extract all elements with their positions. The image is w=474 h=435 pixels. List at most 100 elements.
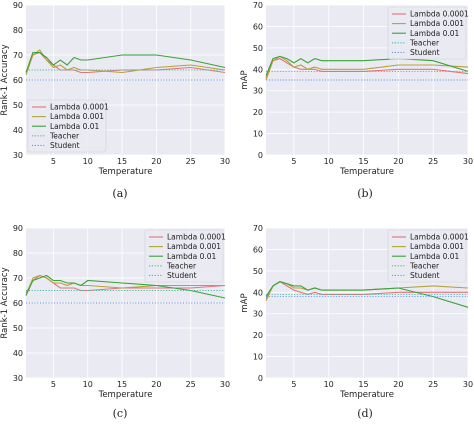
- legend-label: Teacher: [49, 131, 80, 140]
- x-tick-label: 30: [220, 157, 230, 166]
- y-tick-label: 60: [253, 245, 263, 254]
- x-tick-label: 15: [358, 380, 368, 389]
- y-tick-label: 10: [253, 130, 263, 139]
- x-tick-label: 5: [51, 157, 56, 166]
- series-line-lambda-0-0001: [265, 58, 469, 79]
- legend-label: Lambda 0.001: [167, 242, 221, 251]
- y-tick-label: 20: [253, 108, 263, 117]
- y-tick-label: 30: [13, 151, 23, 160]
- x-tick-label: 15: [117, 157, 127, 166]
- y-tick-label: 40: [13, 349, 23, 358]
- legend-label: Teacher: [409, 261, 440, 270]
- legend-label: Lambda 0.0001: [167, 233, 226, 242]
- y-tick-label: 50: [253, 44, 263, 53]
- y-tick-label: 70: [13, 51, 23, 60]
- x-tick-label: 30: [463, 157, 473, 166]
- legend-label: Teacher: [166, 261, 197, 270]
- x-tick-label: 5: [51, 380, 56, 389]
- y-tick-label: 30: [253, 310, 263, 319]
- legend-label: Student: [50, 141, 80, 150]
- x-tick-label: 20: [393, 157, 403, 166]
- x-tick-label: 5: [291, 157, 296, 166]
- y-tick-label: 0: [258, 151, 263, 160]
- legend-box: [387, 229, 467, 283]
- subfigure-caption: (a): [112, 187, 127, 200]
- legend-label: Lambda 0.001: [50, 112, 104, 121]
- y-tick-label: 70: [13, 274, 23, 283]
- legend-label: Lambda 0.0001: [410, 10, 469, 19]
- y-axis-label: Rank-1 Accuracy: [0, 44, 10, 115]
- x-tick-label: 25: [186, 157, 196, 166]
- x-tick-label: 10: [83, 380, 93, 389]
- x-tick-label: 20: [393, 380, 403, 389]
- y-axis-label: mAP: [240, 293, 250, 312]
- legend-label: Lambda 0.01: [50, 122, 100, 131]
- y-axis-label: Rank-1 Accuracy: [0, 267, 10, 338]
- legend-label: Student: [167, 271, 197, 280]
- y-tick-label: 20: [253, 331, 263, 340]
- y-tick-label: 0: [258, 374, 263, 383]
- y-tick-label: 70: [253, 1, 263, 10]
- y-tick-label: 50: [13, 324, 23, 333]
- y-tick-label: 60: [253, 22, 263, 31]
- y-tick-label: 90: [13, 1, 23, 10]
- series-line-lambda-0-01: [25, 51, 226, 73]
- x-tick-label: 30: [220, 380, 230, 389]
- x-axis-label: Temperature: [98, 167, 153, 177]
- y-tick-label: 60: [13, 76, 23, 85]
- y-tick-label: 10: [253, 353, 263, 362]
- series-line-lambda-0-001: [25, 49, 226, 76]
- x-tick-label: 15: [358, 157, 368, 166]
- y-tick-label: 60: [13, 299, 23, 308]
- y-tick-label: 50: [13, 101, 23, 110]
- y-tick-label: 50: [253, 267, 263, 276]
- legend-box: [144, 229, 224, 283]
- x-tick-label: 10: [324, 157, 334, 166]
- legend-label: Lambda 0.0001: [50, 103, 109, 112]
- legend-label: Student: [410, 271, 440, 280]
- legend-label: Lambda 0.01: [167, 252, 217, 261]
- x-tick-label: 10: [83, 157, 93, 166]
- x-tick-label: 25: [428, 157, 438, 166]
- x-tick-label: 20: [151, 380, 161, 389]
- legend-label: Teacher: [409, 38, 440, 47]
- x-tick-label: 10: [324, 380, 334, 389]
- series-line-lambda-0-01: [25, 274, 226, 299]
- x-tick-label: 15: [117, 380, 127, 389]
- y-tick-label: 30: [13, 374, 23, 383]
- legend-label: Lambda 0.01: [410, 252, 460, 261]
- subfigure-caption: (b): [357, 187, 373, 200]
- series-line-lambda-0-01: [265, 281, 469, 308]
- y-tick-label: 30: [253, 87, 263, 96]
- x-axis-label: Temperature: [339, 390, 394, 400]
- y-tick-label: 80: [13, 249, 23, 258]
- y-tick-label: 70: [253, 224, 263, 233]
- y-tick-label: 90: [13, 224, 23, 233]
- y-tick-label: 80: [13, 26, 23, 35]
- subfigure-caption: (c): [113, 407, 128, 420]
- x-tick-label: 25: [186, 380, 196, 389]
- x-tick-label: 30: [463, 380, 473, 389]
- legend-box: [387, 6, 467, 60]
- legend-label: Lambda 0.0001: [410, 233, 469, 242]
- series-line-lambda-0-001: [25, 274, 225, 296]
- x-tick-label: 25: [428, 380, 438, 389]
- x-tick-label: 5: [291, 380, 296, 389]
- legend-label: Lambda 0.01: [410, 29, 460, 38]
- y-tick-label: 40: [13, 126, 23, 135]
- x-axis-label: Temperature: [98, 390, 153, 400]
- y-tick-label: 40: [253, 65, 263, 74]
- x-tick-label: 20: [151, 157, 161, 166]
- legend-label: Lambda 0.001: [410, 19, 464, 28]
- y-axis-label: mAP: [240, 70, 250, 89]
- legend-box: [27, 99, 107, 153]
